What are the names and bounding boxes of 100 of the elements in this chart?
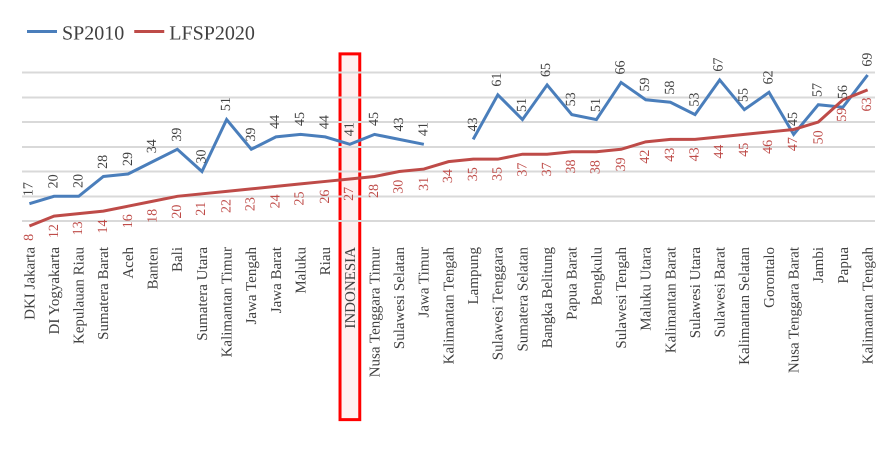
data-label: 59: [835, 108, 850, 122]
data-label: 43: [466, 118, 481, 132]
data-label: 65: [539, 63, 554, 78]
x-tick-label: Riau: [318, 246, 334, 276]
data-label: 42: [638, 150, 653, 164]
x-tick-label: Sulawesi Utara: [688, 246, 704, 338]
data-label: 30: [392, 180, 407, 194]
legend-label: SP2010: [62, 22, 124, 44]
x-tick-label: Sumatera Barat: [96, 246, 112, 340]
data-label: 34: [145, 139, 160, 154]
data-label: 30: [194, 150, 210, 164]
data-label: 23: [243, 197, 258, 212]
data-label: 18: [145, 208, 160, 223]
data-label: 12: [46, 224, 62, 238]
x-tick-label: Nusa Tenggara Timur: [367, 247, 384, 378]
data-label: 45: [367, 112, 382, 126]
data-label: 41: [416, 122, 432, 136]
data-label: 27: [342, 186, 357, 201]
x-tick-label: DI Yogyakarta: [46, 246, 63, 334]
x-tick-label: Sulawesi Tengah: [614, 246, 630, 349]
data-label: 39: [244, 128, 260, 142]
x-tick-label: Jawa Tengah: [244, 246, 260, 324]
x-tick-label: Papua Barat: [564, 246, 581, 320]
data-label: 37: [515, 162, 530, 177]
data-label: 51: [588, 98, 604, 112]
data-label: 28: [367, 184, 382, 198]
data-label: 67: [712, 58, 727, 72]
data-label: 20: [46, 174, 62, 188]
data-label: 51: [219, 97, 234, 112]
data-label: 29: [120, 152, 136, 166]
x-tick-label: Sulawesi Selatan: [392, 246, 408, 350]
data-label: 13: [71, 221, 86, 236]
data-label: 43: [663, 148, 678, 162]
data-label: 20: [71, 174, 86, 188]
data-label: 56: [836, 85, 851, 100]
data-label: 26: [318, 190, 333, 204]
x-tick-label: Papua: [836, 246, 852, 284]
data-label: 46: [761, 140, 776, 154]
x-tick-label: Jambi: [811, 247, 828, 283]
data-label: 51: [514, 98, 530, 112]
x-tick-label: Sulawesi Barat: [712, 246, 729, 338]
data-label: 58: [663, 80, 678, 95]
x-tick-label: Jawa Timur: [416, 247, 433, 318]
data-label: 22: [219, 198, 234, 213]
data-label: 45: [736, 142, 752, 157]
data-label: 45: [786, 112, 802, 126]
data-label: 35: [490, 166, 506, 181]
data-label: 24: [268, 194, 284, 208]
x-tick-label: Kepulauan Riau: [72, 246, 88, 344]
data-label: 21: [194, 202, 210, 216]
data-label: 16: [120, 214, 136, 228]
data-label: 45: [293, 112, 308, 126]
x-tick-label: Sumatera Selatan: [515, 246, 532, 352]
data-label: 44: [317, 115, 332, 130]
data-label: 8: [22, 234, 37, 241]
x-tick-label: Kalimantan Selatan: [737, 246, 754, 365]
x-tick-label: Gorontalo: [762, 247, 778, 308]
data-label: 59: [638, 77, 653, 92]
x-tick-label: DKI Jakarta: [22, 246, 38, 320]
data-label: 37: [540, 162, 555, 176]
data-label: 63: [860, 97, 875, 112]
data-label: 53: [687, 92, 702, 107]
x-tick-label: Bangka Belitung: [540, 246, 556, 348]
data-label: 38: [588, 160, 604, 174]
data-label: 39: [170, 128, 186, 142]
data-label: 38: [564, 160, 580, 174]
x-tick-label: Bali: [170, 247, 186, 272]
data-label: 31: [416, 176, 432, 191]
data-label: 43: [392, 118, 407, 132]
data-label: 17: [22, 182, 37, 196]
x-tick-label: Lampung: [466, 246, 482, 304]
x-tick-label: INDONESIA: [342, 246, 359, 329]
x-tick-label: Maluku: [293, 246, 310, 294]
x-tick-label: Kalimantan Barat: [663, 246, 680, 354]
data-label: 39: [614, 157, 629, 172]
data-label: 35: [466, 167, 481, 182]
x-tick-label: Kalimantan Tengah: [441, 246, 458, 364]
data-label: 28: [96, 154, 111, 169]
x-tick-label: Kalimantan Timur: [219, 246, 236, 358]
data-label: 14: [96, 220, 112, 234]
x-tick-label: Sulawesi Tenggara: [490, 246, 507, 360]
data-label: 55: [736, 88, 752, 102]
data-label: 62: [762, 70, 777, 84]
legend-label: LFSP2020: [169, 22, 255, 44]
x-tick-label: Bengkulu: [589, 246, 606, 306]
x-tick-label: Sumatera Utara: [194, 246, 211, 341]
data-label: 25: [292, 192, 308, 206]
data-label: 61: [490, 72, 506, 87]
data-label: 47: [786, 137, 802, 152]
data-label: 41: [342, 122, 358, 136]
x-tick-label: Maluku Utara: [638, 246, 655, 331]
data-label: 20: [170, 204, 186, 219]
data-label: 34: [440, 169, 456, 184]
x-tick-label: Aceh: [120, 246, 137, 279]
x-tick-label: Banten: [146, 246, 162, 290]
data-label: 66: [614, 60, 629, 74]
data-label: 44: [712, 144, 727, 159]
data-label: 44: [268, 114, 284, 129]
data-label: 43: [688, 147, 703, 162]
data-label: 53: [564, 92, 580, 106]
